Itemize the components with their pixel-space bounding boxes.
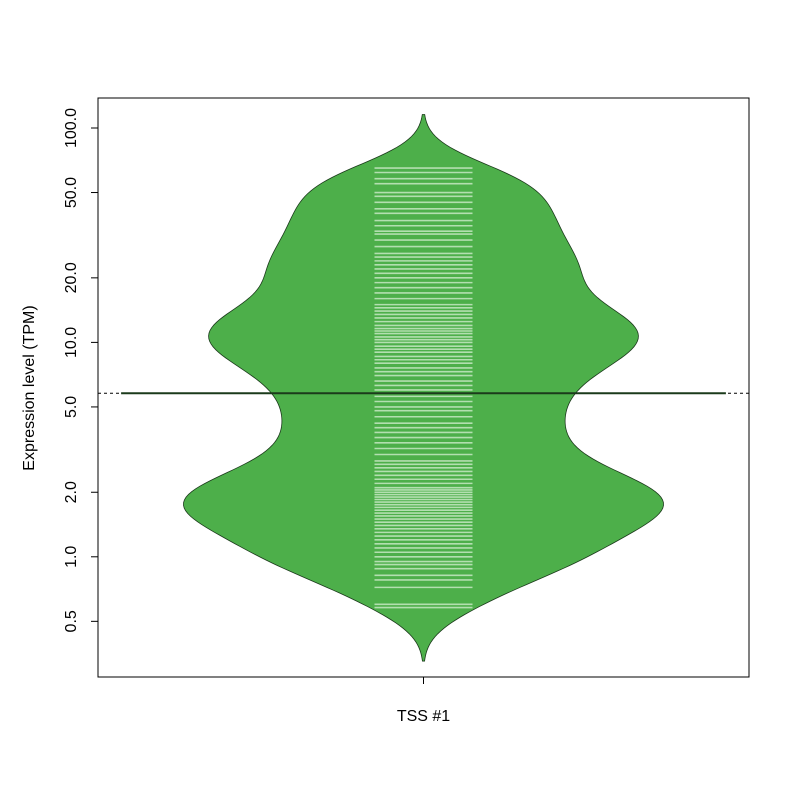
y-tick-label: 50.0 (63, 177, 80, 208)
y-tick-label: 1.0 (63, 546, 80, 568)
y-tick-label: 0.5 (63, 610, 80, 632)
y-axis-label: Expression level (TPM) (21, 305, 38, 470)
y-tick-label: 5.0 (63, 396, 80, 418)
y-tick-label: 2.0 (63, 481, 80, 503)
y-tick-label: 10.0 (63, 327, 80, 358)
y-tick-label: 20.0 (63, 262, 80, 293)
plot-frame (97, 97, 750, 678)
x-tick-label: TSS #1 (397, 708, 450, 725)
bean-lines-inner (374, 167, 473, 609)
density (183, 114, 664, 662)
y-tick-label: 100.0 (63, 108, 80, 148)
